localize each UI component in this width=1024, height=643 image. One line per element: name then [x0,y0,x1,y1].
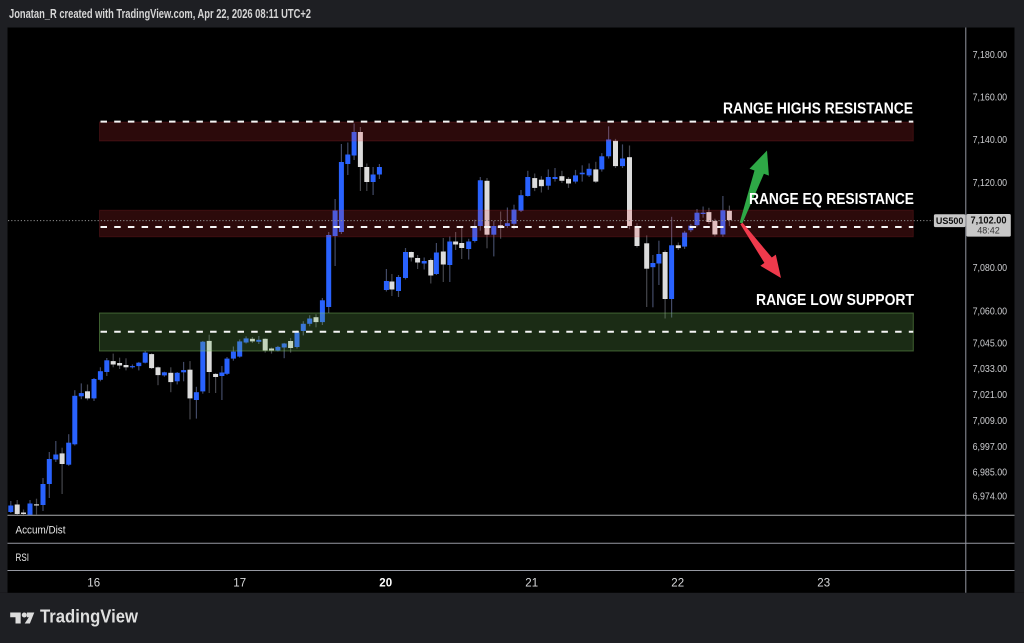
svg-text:TradingView: TradingView [40,606,139,627]
svg-text:7,045.00: 7,045.00 [973,337,1008,349]
svg-text:7,021.00: 7,021.00 [973,389,1008,401]
svg-text:7,120.00: 7,120.00 [973,177,1008,189]
svg-text:RSI: RSI [16,552,30,564]
svg-text:48:42: 48:42 [977,225,1000,235]
svg-text:7,160.00: 7,160.00 [973,92,1008,104]
svg-text:6,997.00: 6,997.00 [973,441,1008,453]
svg-text:23: 23 [817,578,830,590]
svg-text:Jonatan_R created with Trading: Jonatan_R created with TradingView.com, … [9,7,311,21]
svg-text:RANGE EQ RESISTANCE: RANGE EQ RESISTANCE [749,191,914,208]
svg-text:Accum/Dist: Accum/Dist [16,525,66,537]
svg-text:US500: US500 [936,216,964,226]
svg-text:16: 16 [87,578,100,590]
svg-text:17: 17 [233,578,246,590]
svg-text:20: 20 [379,578,392,590]
svg-text:7,140.00: 7,140.00 [973,134,1008,146]
svg-text:RANGE LOW SUPPORT: RANGE LOW SUPPORT [756,292,914,309]
svg-text:21: 21 [525,578,538,590]
svg-text:7,009.00: 7,009.00 [973,415,1008,427]
svg-text:7,102.00: 7,102.00 [971,214,1007,226]
svg-text:22: 22 [671,578,684,590]
svg-text:RANGE HIGHS RESISTANCE: RANGE HIGHS RESISTANCE [723,101,913,118]
svg-text:6,974.00: 6,974.00 [973,490,1008,502]
svg-text:7,060.00: 7,060.00 [973,305,1008,317]
svg-text:6,985.00: 6,985.00 [973,467,1008,479]
svg-text:7,033.00: 7,033.00 [973,363,1008,375]
svg-text:7,180.00: 7,180.00 [973,49,1008,61]
svg-text:7,080.00: 7,080.00 [973,262,1008,274]
